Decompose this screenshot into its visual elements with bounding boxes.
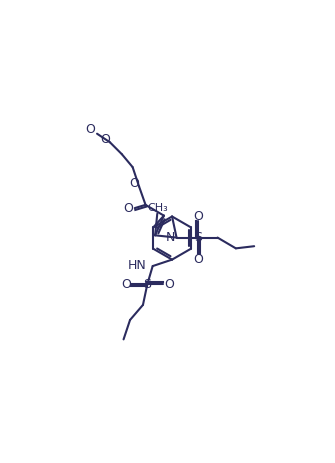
Text: O: O <box>164 278 174 291</box>
Text: O: O <box>193 210 203 223</box>
Text: O: O <box>130 177 139 190</box>
Text: N: N <box>166 231 175 244</box>
Text: O: O <box>121 278 131 291</box>
Text: S: S <box>143 278 151 291</box>
Text: HN: HN <box>128 259 146 272</box>
Text: CH₃: CH₃ <box>147 203 168 213</box>
Text: O: O <box>100 133 110 146</box>
Text: O: O <box>124 201 134 214</box>
Text: O: O <box>85 123 95 136</box>
Text: S: S <box>194 231 202 244</box>
Text: O: O <box>193 253 203 266</box>
